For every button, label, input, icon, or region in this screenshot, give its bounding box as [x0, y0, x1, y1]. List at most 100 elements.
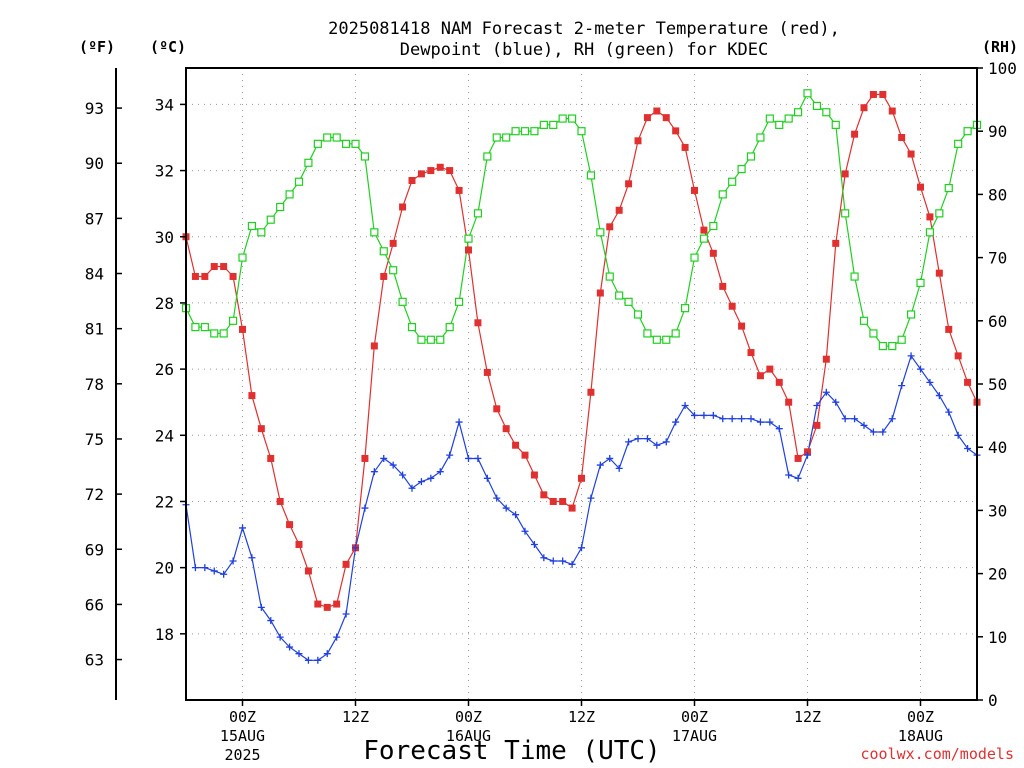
temperature-point: [408, 177, 416, 185]
dewpoint-point: [945, 408, 953, 416]
rh-point: [323, 133, 332, 142]
dewpoint-point: [568, 560, 576, 568]
dewpoint-point: [625, 438, 633, 446]
fahrenheit-tick-label: 63: [85, 651, 104, 670]
rh-point: [370, 228, 379, 237]
rh-tick-labels: 0 10 20 30 40 50 60 70 80 90 100: [977, 59, 1017, 710]
dewpoint-point: [220, 570, 228, 578]
dewpoint-point: [512, 511, 520, 519]
rh-point: [332, 133, 341, 142]
celsius-tick-label: 34: [155, 95, 174, 114]
dewpoint-point: [898, 382, 906, 390]
rh-point: [944, 183, 953, 193]
temperature-point: [229, 272, 237, 280]
dewpoint-point: [634, 435, 642, 443]
rh-point: [878, 341, 887, 351]
rh-point: [294, 177, 304, 186]
rh-point: [803, 89, 812, 98]
dewpoint-point: [964, 445, 972, 453]
dewpoint-point: [926, 378, 934, 386]
rh-point: [605, 272, 614, 281]
rh-point: [718, 190, 727, 199]
rh-point: [558, 114, 567, 123]
rh-point: [586, 171, 596, 180]
temperature-point: [681, 143, 689, 151]
rh-point: [850, 272, 859, 281]
dewpoint-point: [747, 415, 755, 423]
temperature-point: [304, 567, 312, 575]
rh-point: [351, 139, 360, 148]
rh-point: [426, 335, 435, 344]
temperature-point: [483, 368, 491, 376]
rh-point: [690, 253, 699, 262]
rh-point: [577, 127, 586, 136]
temperature-point: [879, 90, 887, 98]
dewpoint-point: [578, 544, 585, 552]
dewpoint-point: [691, 411, 698, 419]
rh-tick-label: 10: [988, 628, 1007, 647]
rh-tick-label: 100: [988, 59, 1017, 78]
rh-point: [247, 221, 257, 231]
temperature-point: [813, 421, 821, 429]
rh-point: [313, 139, 322, 148]
dewpoint-point: [869, 428, 877, 436]
dewpoint-point: [427, 474, 435, 482]
temperature-point: [417, 170, 425, 178]
rh-point: [454, 297, 464, 306]
temperature-point: [606, 223, 614, 231]
rh-tick-label: 80: [988, 185, 1007, 204]
rh-point: [483, 152, 492, 161]
temperature-point: [465, 246, 472, 254]
temperature-point: [634, 137, 642, 145]
temperature-point: [578, 474, 585, 482]
celsius-unit-label: (ºC): [150, 38, 186, 56]
celsius-tick-label: 18: [155, 625, 174, 644]
x-tick-time-label: 12Z: [568, 708, 595, 726]
dewpoint-point: [559, 557, 567, 565]
temperature-point: [455, 186, 463, 194]
dewpoint-point: [465, 454, 472, 462]
rh-point: [473, 209, 483, 218]
rh-point: [671, 329, 680, 338]
rh-point: [633, 310, 643, 319]
rh-point: [360, 152, 370, 161]
rh-tick-label: 20: [988, 565, 1007, 584]
rh-point: [417, 335, 426, 344]
dewpoint-point: [191, 564, 199, 572]
x-tick-time-label: 00Z: [229, 708, 256, 726]
credit-text: coolwx.com/models: [860, 745, 1014, 763]
dewpoint-point: [323, 650, 331, 658]
rh-point: [925, 228, 935, 237]
celsius-tick-label: 20: [155, 559, 174, 578]
dewpoint-point: [370, 468, 378, 476]
temperature-point: [596, 289, 604, 297]
temperature-point: [502, 425, 510, 433]
dewpoint-point: [521, 527, 529, 535]
dewpoint-point: [286, 643, 294, 651]
temperature-point: [399, 203, 407, 211]
dewpoint-point: [295, 650, 303, 658]
temperature-point: [436, 163, 444, 171]
dewpoint-point: [766, 418, 774, 426]
temperature-point: [201, 272, 209, 280]
x-tick-date-label: 16AUG: [446, 727, 491, 745]
rh-point: [276, 202, 285, 212]
temperature-point: [333, 600, 341, 608]
temperature-point: [888, 107, 896, 115]
dewpoint-point: [342, 610, 350, 618]
dewpoint-point: [333, 633, 341, 641]
fahrenheit-tick-labels: 63 66 69 72 75 78 81 84 87 90 93: [85, 99, 122, 670]
dewpoint-point: [352, 544, 359, 552]
x-axis-title: Forecast Time (UTC): [363, 736, 660, 766]
dewpoint-point: [615, 464, 623, 472]
dewpoint-point: [210, 567, 218, 575]
dewpoint-point: [239, 524, 246, 532]
rh-tick-label: 60: [988, 312, 1007, 331]
rh-point: [407, 323, 417, 332]
celsius-tick-label: 22: [155, 492, 174, 511]
temperature-point: [361, 454, 369, 462]
rh-point: [304, 158, 313, 167]
rh-point: [662, 335, 671, 344]
